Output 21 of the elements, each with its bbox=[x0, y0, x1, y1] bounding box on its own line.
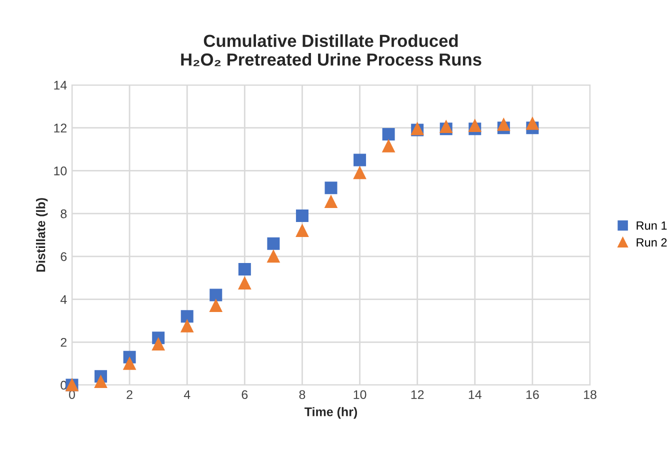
x-tick-label: 6 bbox=[242, 390, 248, 400]
x-tick-label: 2 bbox=[126, 390, 132, 399]
x-tick-label: 16 bbox=[526, 390, 539, 400]
y-tick-label: 12 bbox=[54, 124, 67, 132]
x-tick-label: 18 bbox=[584, 390, 596, 400]
x-tick-label: 4 bbox=[184, 390, 190, 399]
x-axis-title: Time (hr) bbox=[304, 407, 358, 419]
y-tick-label: 2 bbox=[60, 338, 67, 347]
chart-title: Cumulative Distillate Produced H₂O₂ Pretreated Urine Process Runs bbox=[181, 34, 482, 66]
y-tick-label: 14 bbox=[54, 80, 67, 90]
legend-label: Run 1 bbox=[636, 221, 667, 230]
x-tick-label: 14 bbox=[468, 390, 482, 399]
y-tick-label: 8 bbox=[60, 209, 67, 218]
y-tick-label: 6 bbox=[60, 252, 67, 262]
y-tick-label: 10 bbox=[54, 166, 67, 176]
x-tick-label: 8 bbox=[299, 390, 306, 400]
x-tick-label: 10 bbox=[354, 390, 366, 400]
y-tick-label: 4 bbox=[60, 295, 67, 304]
y-axis-title: Distillate (lb) bbox=[36, 198, 48, 272]
x-tick-label: 12 bbox=[411, 390, 424, 399]
legend-label: Run 2 bbox=[636, 238, 667, 247]
